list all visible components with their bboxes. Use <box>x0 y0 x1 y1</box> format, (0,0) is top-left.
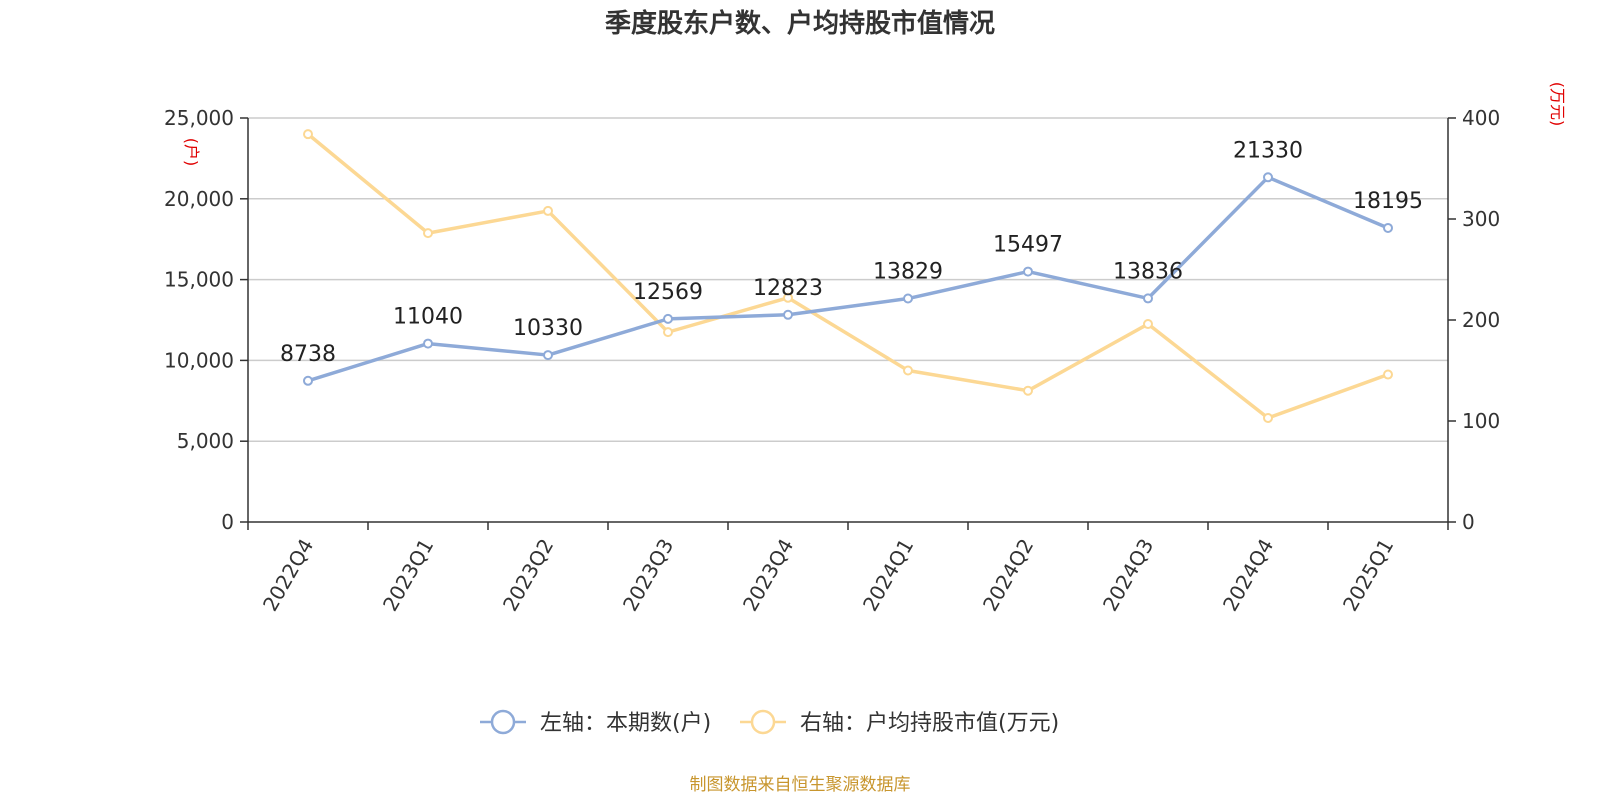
series-2-point <box>903 365 913 376</box>
series-1-point <box>1023 266 1033 277</box>
series-1-point <box>1383 222 1393 233</box>
series-1-point <box>303 375 313 386</box>
right-axis-tick-label: 100 <box>1462 409 1500 433</box>
data-label: 18195 <box>1353 189 1423 214</box>
left-axis-unit: (户) <box>182 138 201 167</box>
data-label: 8738 <box>280 342 336 367</box>
x-axis-tick-label: 2022Q4 <box>258 535 318 616</box>
x-axis-tick-label: 2023Q1 <box>378 535 438 616</box>
series-1-point <box>423 338 433 349</box>
series-2-point <box>423 228 433 239</box>
x-axis-tick-label: 2024Q1 <box>858 535 918 616</box>
legend-marker-icon <box>750 709 776 735</box>
left-axis-tick-label: 15,000 <box>164 268 234 292</box>
right-axis-tick-label: 0 <box>1462 510 1475 534</box>
legend-label: 左轴：本期数(户) <box>540 711 711 736</box>
right-axis-tick-label: 400 <box>1462 106 1500 130</box>
series-2-point <box>303 129 313 140</box>
data-label: 10330 <box>513 316 583 341</box>
series-layer <box>303 129 1393 423</box>
data-label: 12823 <box>753 276 823 301</box>
series-2-point <box>1143 319 1153 330</box>
series-2-point <box>1263 412 1273 423</box>
series-2-line <box>306 132 1389 420</box>
x-axis-tick-label: 2024Q2 <box>978 535 1038 616</box>
x-axis-tick-label: 2023Q3 <box>618 535 678 616</box>
left-axis-tick-label: 25,000 <box>164 106 234 130</box>
series-1-point <box>903 293 913 304</box>
left-axis-tick-label: 10,000 <box>164 348 234 372</box>
data-label: 15497 <box>993 233 1063 258</box>
series-2-point <box>1383 369 1393 380</box>
left-axis-tick-label: 20,000 <box>164 187 234 211</box>
series-2-point <box>1023 385 1033 396</box>
data-labels: 8738 11040 10330 12569 12823 13829 15497 13836 2… <box>280 138 1423 366</box>
source-note: 制图数据来自恒生聚源数据库 <box>690 775 911 795</box>
x-axis-tick-label: 2023Q2 <box>498 535 558 616</box>
x-axis-tick-label: 2024Q4 <box>1218 535 1278 616</box>
x-axis-tick-label: 2025Q1 <box>1338 535 1398 616</box>
legend-marker-icon <box>490 709 516 735</box>
right-axis-unit: (万元) <box>1548 82 1567 127</box>
data-label: 13829 <box>873 260 943 285</box>
x-axis-tick-label: 2023Q4 <box>738 535 798 616</box>
series-1-point <box>1143 293 1153 304</box>
data-label: 11040 <box>393 305 463 330</box>
right-axis-tick-label: 200 <box>1462 308 1500 332</box>
right-axis-tick-label: 300 <box>1462 207 1500 231</box>
series-1-point <box>663 313 673 324</box>
series-1-point <box>543 350 553 361</box>
chart-title: 季度股东户数、户均持股市值情况 <box>605 8 995 39</box>
data-label: 12569 <box>633 280 703 305</box>
data-label: 13836 <box>1113 259 1183 284</box>
series-2-point <box>663 327 673 338</box>
x-axis-tick-label: 2024Q3 <box>1098 535 1158 616</box>
series-2-point <box>543 205 553 216</box>
legend: 左轴：本期数(户) 右轴：户均持股市值(万元) <box>480 709 1059 736</box>
series-2-point <box>783 292 793 303</box>
grid <box>248 117 1448 442</box>
series-1-point <box>783 309 793 320</box>
left-axis-tick-label: 5,000 <box>177 429 234 453</box>
series-1-point <box>1263 172 1273 183</box>
series-1-line <box>307 175 1389 383</box>
left-axis-tick-label: 0 <box>221 510 234 534</box>
data-label: 21330 <box>1233 138 1303 163</box>
legend-label: 右轴：户均持股市值(万元) <box>800 711 1059 736</box>
